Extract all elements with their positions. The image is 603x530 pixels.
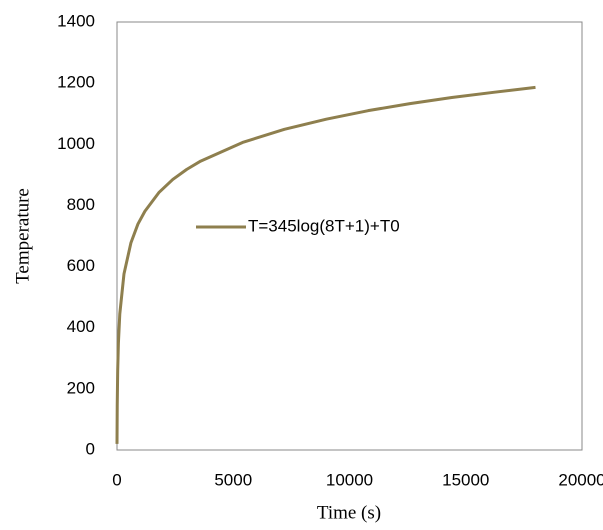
x-tick-label: 5000 (214, 470, 252, 489)
y-tick-label: 1200 (57, 73, 95, 92)
y-tick-label: 1400 (57, 11, 95, 30)
y-axis-title: Temperature (12, 188, 33, 284)
y-tick-label: 0 (86, 439, 95, 458)
x-tick-label: 10000 (326, 470, 373, 489)
x-tick-label: 20000 (558, 470, 603, 489)
x-axis-title: Time (s) (317, 502, 381, 523)
x-tick-label: 0 (112, 470, 121, 489)
y-tick-label: 200 (67, 378, 95, 397)
y-tick-label: 800 (67, 195, 95, 214)
y-tick-label: 400 (67, 317, 95, 336)
y-tick-label: 1000 (57, 134, 95, 153)
x-tick-label: 15000 (442, 470, 489, 489)
y-tick-label: 600 (67, 256, 95, 275)
data-line (115, 85, 536, 444)
plot-frame (116, 21, 583, 451)
legend-label: T=345log(8T+1)+T0 (248, 216, 400, 235)
